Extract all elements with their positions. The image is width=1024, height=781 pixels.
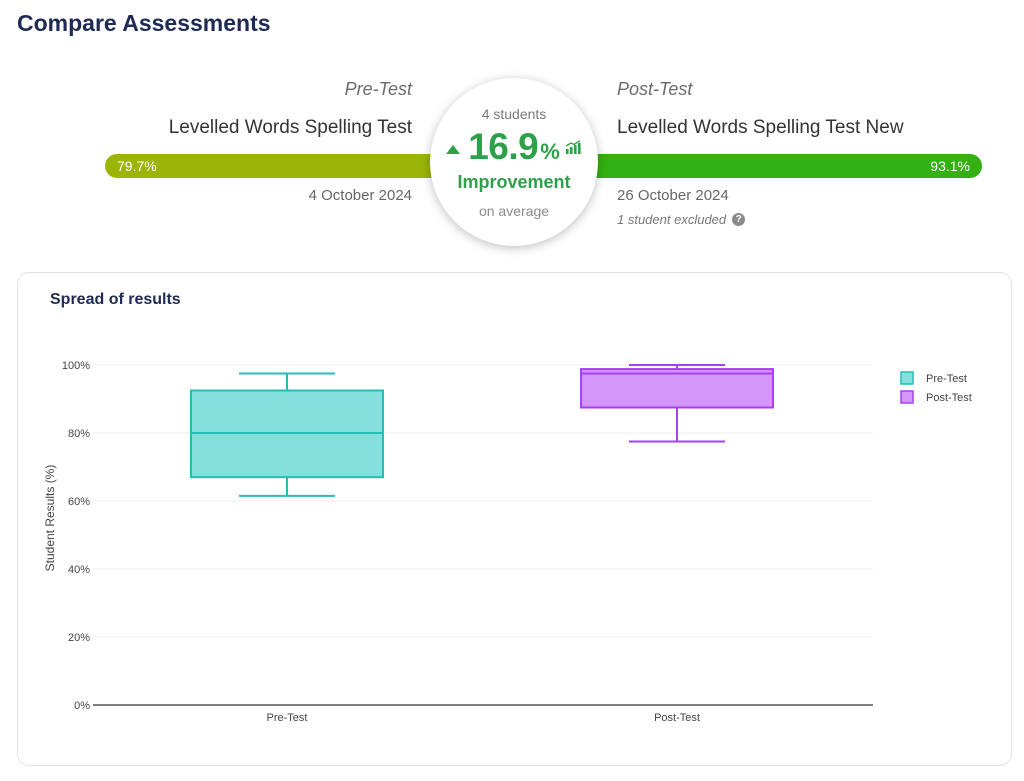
post-test-name: Levelled Words Spelling Test New [617, 117, 904, 138]
help-icon[interactable]: ? [732, 213, 746, 226]
post-test-label: Post-Test [617, 79, 693, 99]
average-label: on average [478, 203, 550, 219]
iqr-box [580, 368, 774, 409]
excluded-note: 1 student excluded ? [617, 212, 746, 227]
legend-item-pre-test[interactable]: Pre-Test [900, 371, 967, 385]
improvement-value: 16.9 [468, 126, 539, 167]
y-tick-label: 100% [62, 360, 90, 372]
pre-test-name: Levelled Words Spelling Test [168, 117, 412, 138]
pre-test-label: Pre-Test [344, 79, 412, 99]
legend-label: Post-Test [926, 392, 972, 404]
legend-swatch [900, 390, 914, 404]
spread-of-results-card: Spread of results 0% 20% 40% 60% 80% 100% Pre… [17, 272, 1012, 766]
pre-test-date: 4 October 2024 [308, 187, 412, 204]
legend-swatch [900, 371, 914, 385]
post-test-score: 93.1% [930, 158, 970, 174]
student-count: 4 students [481, 106, 547, 122]
post-test-date: 26 October 2024 [617, 187, 729, 204]
card-title: Spread of results [50, 291, 181, 308]
pre-test-score: 79.7% [117, 158, 157, 174]
excluded-note-text: 1 student excluded [617, 212, 727, 227]
improvement-value-row: 16.9 % [430, 126, 598, 168]
box-pre-test[interactable] [190, 372, 384, 497]
y-axis-label: Student Results (%) [43, 465, 57, 572]
arrow-up-icon [446, 144, 461, 154]
y-tick-label: 0% [74, 700, 90, 712]
improvement-label: Improvement [457, 172, 571, 192]
box-post-test[interactable] [580, 364, 774, 443]
improvement-unit: % [540, 139, 560, 164]
legend-item-post-test[interactable]: Post-Test [900, 390, 972, 404]
x-tick-label: Pre-Test [267, 712, 308, 724]
bar-chart-trend-icon [565, 140, 581, 154]
legend-label: Pre-Test [926, 373, 967, 385]
y-tick-label: 40% [68, 564, 90, 576]
y-tick-label: 80% [68, 428, 90, 440]
improvement-summary: 4 students 16.9 % Improvement on average [430, 78, 598, 246]
box-plot-chart: 0% 20% 40% 60% 80% 100% Pre-Test Post-Test Pre… [43, 360, 972, 724]
y-tick-label: 60% [68, 496, 90, 508]
y-tick-label: 20% [68, 632, 90, 644]
page-title: Compare Assessments [17, 10, 271, 36]
x-tick-label: Post-Test [654, 712, 700, 724]
